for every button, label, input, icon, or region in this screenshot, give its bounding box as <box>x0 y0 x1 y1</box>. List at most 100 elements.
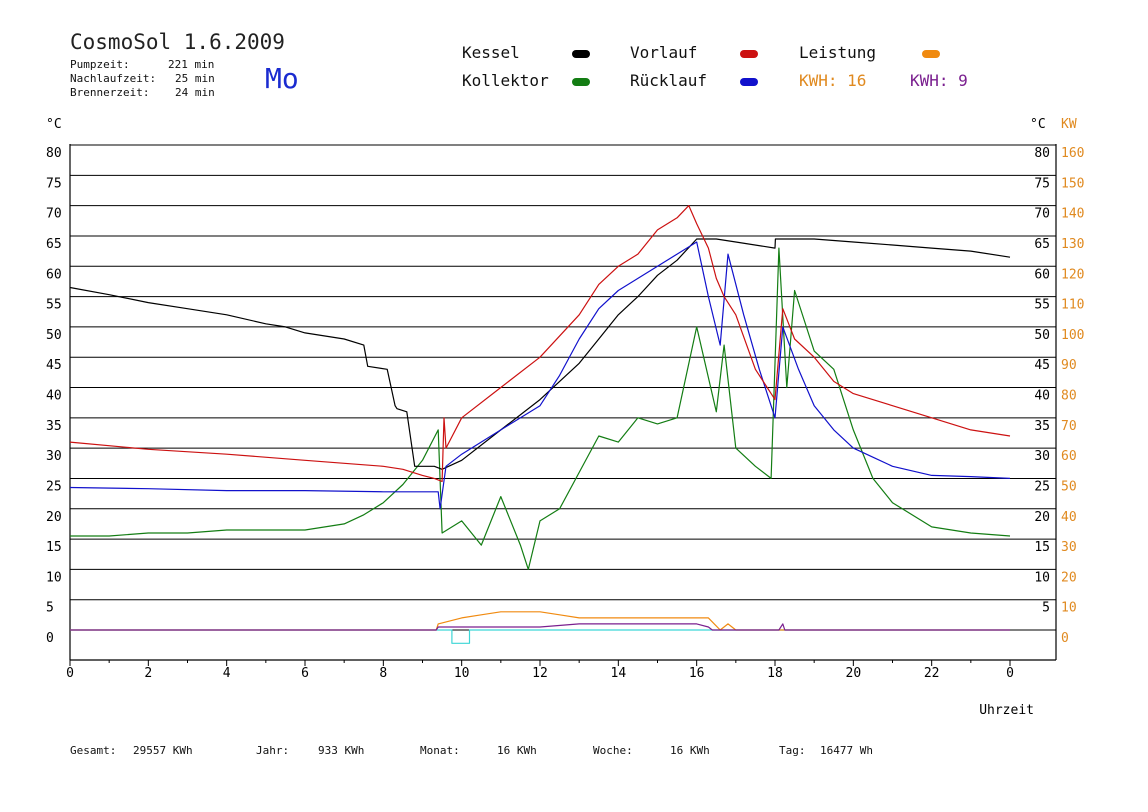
y-label-right-c: °C <box>1030 117 1046 132</box>
y-tick-right-c: 25 <box>1034 479 1050 494</box>
legend-vorlauf-label: Vorlauf <box>630 43 698 62</box>
y-tick-right-c: 70 <box>1034 207 1050 222</box>
chart-title: CosmoSol 1.6.2009 <box>70 30 285 54</box>
y-tick-right-c: 20 <box>1034 510 1050 525</box>
y-tick-right-kw: 30 <box>1061 540 1077 555</box>
y-tick-right-kw: 160 <box>1061 146 1084 161</box>
series-leistung-line <box>70 611 1010 631</box>
y-tick-right-kw: 70 <box>1061 419 1077 434</box>
y-tick-left: 15 <box>46 540 62 555</box>
series-kessel-line <box>69 238 1011 470</box>
series-purple-line <box>70 623 1010 631</box>
legend-kollektor-swatch <box>572 78 590 86</box>
y-tick-left: 5 <box>46 601 54 616</box>
x-tick: 22 <box>924 666 940 681</box>
y-tick-right-kw: 130 <box>1061 237 1084 252</box>
y-tick-right-kw: 140 <box>1061 207 1084 222</box>
x-tick: 10 <box>454 666 470 681</box>
legend-kessel-swatch <box>572 50 590 58</box>
y-tick-left: 70 <box>46 207 62 222</box>
x-tick: 8 <box>379 666 387 681</box>
y-tick-left: 50 <box>46 328 62 343</box>
footer-tag-value: 16477 Wh <box>820 744 873 757</box>
y-label-right-kw: KW <box>1061 117 1077 132</box>
y-tick-right-c: 60 <box>1034 267 1050 282</box>
y-tick-left: 25 <box>46 479 62 494</box>
y-tick-right-kw: 0 <box>1061 631 1069 646</box>
legend-kwh-purple: KWH: 9 <box>910 71 968 90</box>
y-tick-right-c: 65 <box>1034 237 1050 252</box>
footer-gesamt-label: Gesamt: <box>70 744 117 757</box>
x-tick: 6 <box>301 666 309 681</box>
y-tick-right-kw: 120 <box>1061 267 1084 282</box>
y-tick-right-c: 35 <box>1034 419 1050 434</box>
y-tick-right-kw: 100 <box>1061 328 1084 343</box>
y-tick-right-c: 10 <box>1034 570 1050 585</box>
y-tick-right-c: 5 <box>1042 601 1050 616</box>
x-tick: 14 <box>611 666 627 681</box>
brennerzeit-value: 24 min <box>175 86 215 99</box>
y-tick-right-c: 45 <box>1034 358 1050 373</box>
x-tick: 0 <box>1006 666 1014 681</box>
brennerzeit-label: Brennerzeit: <box>70 86 150 99</box>
series-vorlauf-line <box>69 205 1011 483</box>
y-tick-right-c: 75 <box>1034 176 1050 191</box>
y-tick-left: 45 <box>46 358 62 373</box>
y-tick-right-kw: 110 <box>1061 298 1084 313</box>
y-tick-left: 55 <box>46 298 62 313</box>
y-tick-right-c: 50 <box>1034 328 1050 343</box>
y-tick-right-c: 30 <box>1034 449 1050 464</box>
y-tick-right-kw: 90 <box>1061 358 1077 373</box>
y-tick-right-c: 80 <box>1034 146 1050 161</box>
y-tick-left: 75 <box>46 176 62 191</box>
x-tick: 18 <box>767 666 783 681</box>
legend-leistung-swatch <box>922 50 940 58</box>
legend-leistung-label: Leistung <box>799 43 877 62</box>
x-axis-label: Uhrzeit <box>979 703 1034 718</box>
legend-ruecklauf-label: Rücklauf <box>630 71 708 90</box>
x-tick: 12 <box>532 666 548 681</box>
y-tick-right-kw: 80 <box>1061 389 1077 404</box>
legend-kollektor-label: Kollektor <box>462 71 549 90</box>
y-tick-left: 40 <box>46 389 62 404</box>
series-ruecklauf-line <box>69 241 1011 510</box>
y-tick-right-c: 15 <box>1034 540 1050 555</box>
legend-kwh-orange: KWH: 16 <box>799 71 867 90</box>
footer-jahr-label: Jahr: <box>256 744 290 757</box>
y-tick-right-kw: 20 <box>1061 570 1077 585</box>
y-tick-right-c: 40 <box>1034 389 1050 404</box>
nachlaufzeit-value: 25 min <box>175 72 215 85</box>
y-tick-right-kw: 60 <box>1061 449 1077 464</box>
series-cyan-line <box>70 629 1010 644</box>
x-tick: 2 <box>144 666 152 681</box>
y-tick-left: 0 <box>46 631 54 646</box>
x-tick: 0 <box>66 666 74 681</box>
footer-gesamt-value: 29557 KWh <box>133 744 193 757</box>
x-tick: 4 <box>223 666 231 681</box>
footer-woche-label: Woche: <box>593 744 633 757</box>
footer-jahr-value: 933 KWh <box>318 744 365 757</box>
y-tick-left: 10 <box>46 570 62 585</box>
y-label-left: °C <box>46 117 62 132</box>
pumpzeit-label: Pumpzeit: <box>70 58 130 71</box>
y-tick-left: 35 <box>46 419 62 434</box>
y-tick-right-kw: 10 <box>1061 601 1077 616</box>
y-tick-left: 65 <box>46 237 62 252</box>
weekday-label: Mo <box>265 62 299 95</box>
y-tick-right-kw: 40 <box>1061 510 1077 525</box>
legend-vorlauf-swatch <box>740 50 758 58</box>
series-kollektor-line <box>70 247 1011 571</box>
y-tick-right-c: 55 <box>1034 298 1050 313</box>
y-tick-left: 30 <box>46 449 62 464</box>
y-tick-right-kw: 150 <box>1061 176 1084 191</box>
footer-woche-value: 16 KWh <box>670 744 710 757</box>
y-tick-right-kw: 50 <box>1061 479 1077 494</box>
y-tick-left: 20 <box>46 510 62 525</box>
pumpzeit-value: 221 min <box>168 58 215 71</box>
footer-tag-label: Tag: <box>779 744 806 757</box>
legend-kessel-label: Kessel <box>462 43 520 62</box>
y-tick-left: 60 <box>46 267 62 282</box>
footer-monat-value: 16 KWh <box>497 744 537 757</box>
nachlaufzeit-label: Nachlaufzeit: <box>70 72 157 85</box>
